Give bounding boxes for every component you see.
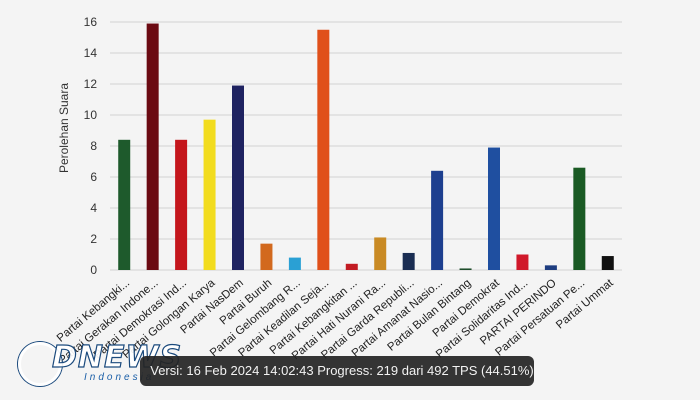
y-tick-label: 8 [90,139,97,153]
gridlines [110,21,622,271]
bar-5 [232,85,244,270]
bar-16 [544,265,557,270]
x-axis-labels: Partai Kebangki...Partai Gerakan Indone.… [55,277,616,367]
bar-15 [516,254,529,270]
bar-13 [459,268,472,270]
bar-4 [203,119,216,271]
y-tick-label: 12 [84,77,98,91]
bar-10 [374,237,387,270]
y-axis-label: Perolehan Suara [57,83,71,173]
bar-1 [118,139,131,270]
y-tick-label: 14 [84,46,98,60]
bar-2 [146,23,159,270]
bar-7 [288,257,301,270]
y-tick-label: 2 [90,232,97,246]
bar-14 [488,147,500,270]
bar-3 [175,139,188,270]
bar-6 [260,243,273,270]
bar-12 [431,170,444,270]
logo-mark-icon [18,342,62,386]
progress-status-text: Versi: 16 Feb 2024 14:02:43 Progress: 21… [150,363,534,378]
bars [118,23,614,271]
bar-8 [317,29,330,270]
bar-18 [601,256,614,270]
bar-11 [402,252,415,270]
bar-17 [573,167,586,270]
progress-status-bar: Versi: 16 Feb 2024 14:02:43 Progress: 21… [140,356,534,386]
y-axis-ticks: 0 2 4 6 8 10 12 14 16 [84,15,98,277]
bar-9 [345,263,358,270]
y-tick-label: 0 [90,263,97,277]
logo-sub-text: Indonesia [84,372,155,383]
y-tick-label: 6 [90,170,97,184]
y-tick-label: 10 [84,108,98,122]
y-tick-label: 4 [90,201,97,215]
y-tick-label: 16 [84,15,98,29]
